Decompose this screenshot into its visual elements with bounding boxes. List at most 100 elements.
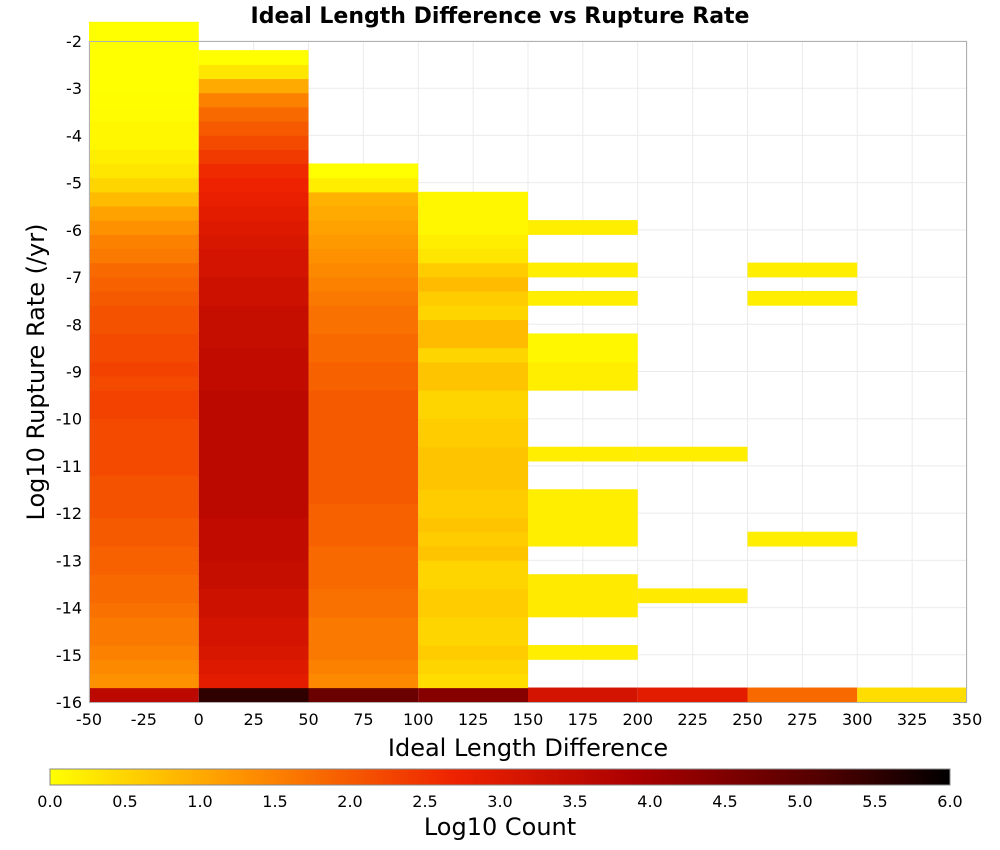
heatmap-cell — [308, 262, 419, 278]
heatmap-cell — [198, 404, 309, 420]
heatmap-cell — [418, 602, 528, 618]
heatmap-cell — [418, 390, 528, 405]
heatmap-cell — [418, 375, 528, 391]
heatmap-cell — [418, 475, 528, 490]
heatmap-cell — [308, 347, 419, 363]
y-tick-label: -13 — [56, 551, 82, 570]
heatmap-cell — [418, 687, 528, 703]
heatmap-cell — [89, 149, 199, 165]
heatmap-cell — [89, 106, 199, 122]
x-tick-label: 50 — [298, 710, 318, 729]
heatmap-cell — [198, 220, 309, 235]
heatmap-cell — [198, 673, 309, 689]
heatmap-cell — [89, 319, 199, 335]
heatmap-cell — [89, 432, 199, 448]
colorbar-tick-label: 1.5 — [262, 792, 287, 811]
heatmap-cell — [198, 531, 309, 547]
heatmap-cell — [528, 446, 638, 462]
x-tick-label: 150 — [513, 710, 544, 729]
heatmap-cell — [747, 290, 858, 306]
heatmap-cell — [198, 432, 309, 448]
heatmap-cell — [198, 248, 309, 264]
heatmap-cell — [308, 375, 419, 391]
heatmap-cell — [308, 205, 419, 221]
heatmap-cell — [198, 205, 309, 221]
heatmap-cell — [308, 460, 419, 476]
heatmap-cell — [418, 616, 528, 632]
heatmap-cell — [637, 588, 748, 604]
heatmap-cell — [89, 645, 199, 660]
x-tick-label: 75 — [353, 710, 373, 729]
x-axis-ticks: -50 -25 0 25 50 75 100 125 150 175 200 225 250 275 300… — [76, 710, 982, 729]
heatmap-cell — [198, 659, 309, 674]
heatmap-cell — [198, 517, 309, 533]
heatmap-cell — [308, 588, 419, 604]
heatmap-cell — [198, 305, 309, 320]
heatmap-cell — [198, 489, 309, 504]
heatmap-cell — [198, 262, 309, 278]
colorbar-tick-label: 0.0 — [37, 792, 62, 811]
heatmap-cell — [418, 574, 528, 589]
x-tick-label: 275 — [787, 710, 818, 729]
heatmap-cell — [198, 630, 309, 646]
heatmap-cell — [308, 305, 419, 320]
heatmap-cell — [308, 220, 419, 235]
heatmap-cell — [89, 120, 199, 136]
heatmap-cell — [418, 319, 528, 335]
heatmap-cell — [89, 673, 199, 689]
heatmap-cell — [418, 503, 528, 519]
heatmap-cell — [308, 163, 419, 179]
colorbar-tick-label: 1.0 — [187, 792, 212, 811]
heatmap-cell — [528, 517, 638, 533]
heatmap-cell — [418, 220, 528, 235]
heatmap-cell — [89, 560, 199, 575]
x-tick-label: 300 — [842, 710, 873, 729]
heatmap-cell — [198, 418, 309, 434]
heatmap-cell — [198, 460, 309, 476]
heatmap-cell — [198, 347, 309, 363]
y-tick-label: -10 — [56, 410, 82, 429]
heatmap-cell — [89, 262, 199, 278]
y-tick-label: -2 — [66, 32, 82, 51]
heatmap-cell — [418, 673, 528, 689]
heatmap-cell — [528, 503, 638, 519]
heatmap-cell — [198, 602, 309, 618]
heatmap-cell — [418, 234, 528, 250]
x-tick-label: 225 — [677, 710, 708, 729]
heatmap-cell — [308, 290, 419, 306]
heatmap-cell — [418, 432, 528, 448]
heatmap-cell — [89, 616, 199, 632]
heatmap-cell — [89, 361, 199, 377]
y-tick-label: -9 — [66, 363, 82, 382]
colorbar-tick-label: 2.0 — [337, 792, 362, 811]
y-tick-label: -11 — [56, 457, 82, 476]
heatmap-cell — [198, 135, 309, 150]
heatmap-cell — [198, 390, 309, 405]
heatmap-cell — [418, 191, 528, 207]
x-tick-label: 0 — [194, 710, 204, 729]
heatmap-cell — [308, 616, 419, 632]
x-tick-label: 200 — [622, 710, 653, 729]
heatmap-cell — [89, 290, 199, 306]
colorbar-tick-label: 6.0 — [937, 792, 962, 811]
heatmap-cell — [198, 560, 309, 575]
heatmap-cell — [308, 517, 419, 533]
heatmap-cell — [528, 574, 638, 589]
heatmap-cell — [418, 517, 528, 533]
heatmap-cell — [308, 432, 419, 448]
heatmap-cell — [528, 375, 638, 391]
heatmap-cell — [418, 460, 528, 476]
heatmap-cell — [198, 574, 309, 589]
heatmap-cell — [308, 276, 419, 292]
heatmap-cell — [308, 574, 419, 589]
heatmap-cell — [308, 234, 419, 250]
heatmap-cell — [418, 205, 528, 221]
heatmap-cell — [198, 276, 309, 292]
heatmap-cell — [418, 333, 528, 349]
heatmap-cell — [528, 489, 638, 504]
colorbar-tick-label: 0.5 — [112, 792, 137, 811]
heatmap-cell — [198, 177, 309, 193]
colorbar-tick-label: 3.0 — [487, 792, 512, 811]
y-tick-label: -6 — [66, 221, 82, 240]
heatmap-cell — [89, 92, 199, 108]
